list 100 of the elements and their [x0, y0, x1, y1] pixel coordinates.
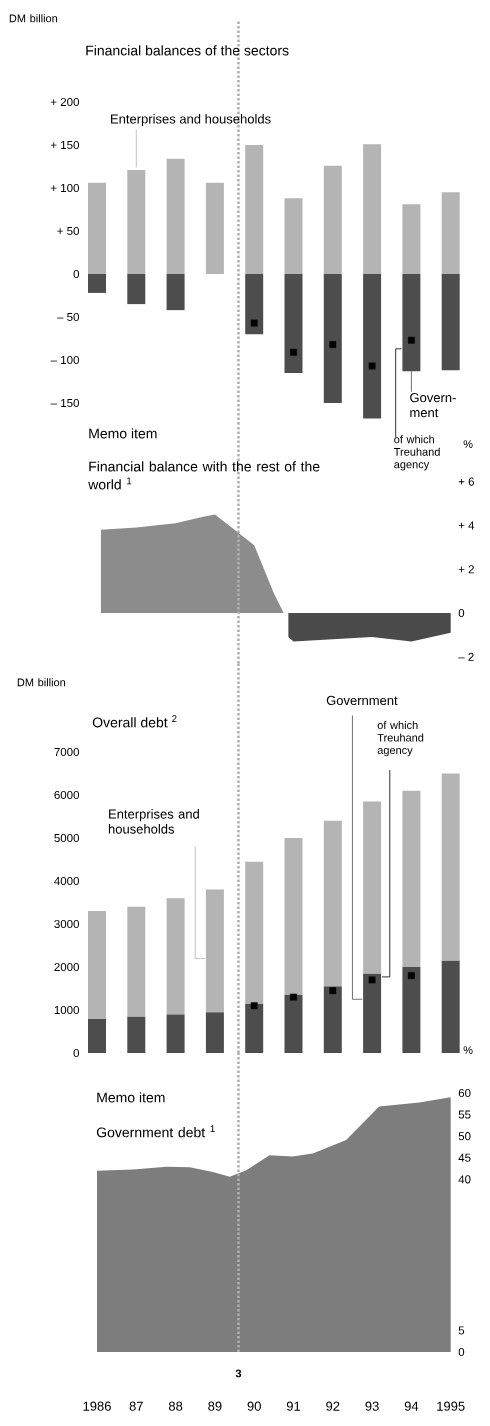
point: [250, 319, 258, 327]
x-tick-label: 94: [404, 1401, 419, 1411]
y2-tick-label: 40: [458, 1175, 471, 1184]
y2-tick-label: + 2: [458, 565, 474, 574]
bar: [323, 820, 342, 987]
bar: [323, 165, 342, 274]
bar: [402, 204, 421, 274]
y-tick-label: – 100: [50, 355, 79, 365]
y2-tick-label: 5: [458, 1326, 465, 1335]
bar: [284, 198, 303, 274]
bar: [323, 986, 342, 1054]
y2-axis-title: %: [463, 1046, 473, 1054]
y-tick-label: 5000: [54, 833, 80, 843]
bar: [284, 994, 303, 1054]
y2-tick-label: 0: [458, 608, 465, 618]
bar: [166, 1014, 185, 1054]
y-tick-label: + 50: [57, 226, 79, 236]
y-tick-label: 3000: [54, 919, 80, 929]
bar: [166, 158, 185, 274]
text: Government debt $^{1}$: [96, 1125, 215, 1138]
bar: [441, 274, 460, 371]
bar: [127, 169, 146, 274]
point: [250, 1002, 258, 1010]
x-tick-label: 87: [129, 1401, 143, 1411]
x-tick-label: 91: [286, 1401, 301, 1411]
text: Enterprises and households: [108, 809, 199, 834]
point: [290, 348, 297, 356]
bar: [363, 144, 382, 274]
y2-tick-label: 50: [458, 1132, 471, 1141]
text: of which Treuhand agency: [377, 720, 424, 757]
bar: [245, 861, 264, 1004]
chart-title: Overall debt $^{2}$: [92, 715, 177, 728]
y2-tick-label: 60: [458, 1088, 471, 1098]
y-axis-title: DM billion: [9, 14, 58, 23]
bar: [88, 1018, 106, 1054]
y-tick-label: 0: [73, 1048, 80, 1058]
y-tick-label: 4000: [54, 876, 80, 886]
series-label: Enterprises and households: [111, 114, 271, 127]
bar: [166, 898, 185, 1015]
bar: [88, 182, 106, 274]
bar: [205, 182, 224, 274]
x-tick-label: 92: [326, 1401, 340, 1411]
bar: [127, 1016, 146, 1054]
bar: [441, 773, 460, 961]
bar: [205, 1012, 224, 1054]
point: [368, 362, 376, 370]
y-tick-label: – 150: [50, 398, 79, 408]
bar: [245, 145, 264, 274]
x-tick-label: 89: [208, 1401, 222, 1411]
y2-tick-label: 55: [458, 1110, 471, 1119]
bar: [284, 274, 303, 373]
bar: [245, 274, 264, 335]
x-tick-label: 1986: [83, 1401, 111, 1411]
bar: [441, 192, 460, 274]
x-tick-label: 93: [365, 1401, 379, 1411]
bar: [127, 906, 146, 1017]
point: [408, 972, 415, 980]
text: 3: [235, 1369, 242, 1378]
y-tick-label: – 50: [57, 312, 79, 322]
bar: [402, 790, 421, 968]
chart-title: Memo item: [97, 1092, 165, 1103]
point: [329, 341, 337, 348]
bar: [88, 911, 106, 1019]
y-tick-label: + 200: [50, 97, 79, 107]
y2-tick-label: 45: [458, 1153, 471, 1162]
y2-axis-title: %: [463, 440, 473, 448]
bar: [127, 274, 146, 305]
bar: [166, 274, 185, 311]
bar: [363, 801, 382, 974]
y-tick-label: 0: [73, 269, 80, 279]
point: [368, 976, 376, 984]
chart-title: Financial balances of the sectors: [86, 45, 289, 56]
legend-label: Govern-ment: [410, 393, 456, 418]
y-tick-label: 7000: [54, 747, 80, 757]
y-tick-label: + 150: [50, 140, 79, 150]
chart-subtitle: Financial balance with the rest of the world $^{1}$: [88, 461, 320, 490]
bar: [363, 274, 382, 419]
x-tick-label: 90: [247, 1401, 261, 1411]
bar: [402, 967, 421, 1054]
x-tick-label: 88: [168, 1401, 183, 1411]
bar: [441, 960, 460, 1054]
y2-tick-label: + 6: [458, 477, 475, 486]
y2-tick-label: 0: [458, 1347, 465, 1357]
y2-tick-label: – 2: [458, 652, 474, 661]
text: Government: [326, 695, 398, 706]
y-tick-label: 2000: [54, 962, 80, 972]
x-tick-label: 1995: [437, 1401, 465, 1411]
point: [290, 993, 297, 1001]
bar: [323, 274, 342, 404]
y-axis-title: DM billion: [17, 678, 66, 687]
text: of which Treuhand agency: [393, 435, 440, 471]
point: [329, 987, 337, 995]
y2-tick-label: + 4: [458, 521, 475, 530]
bar: [88, 274, 106, 293]
y-tick-label: 6000: [54, 790, 80, 800]
bar: [245, 1003, 264, 1054]
chart-title: Memo item: [89, 428, 157, 439]
y-tick-label: 1000: [54, 1005, 80, 1015]
bar: [284, 838, 303, 995]
y-tick-label: + 100: [50, 183, 79, 193]
